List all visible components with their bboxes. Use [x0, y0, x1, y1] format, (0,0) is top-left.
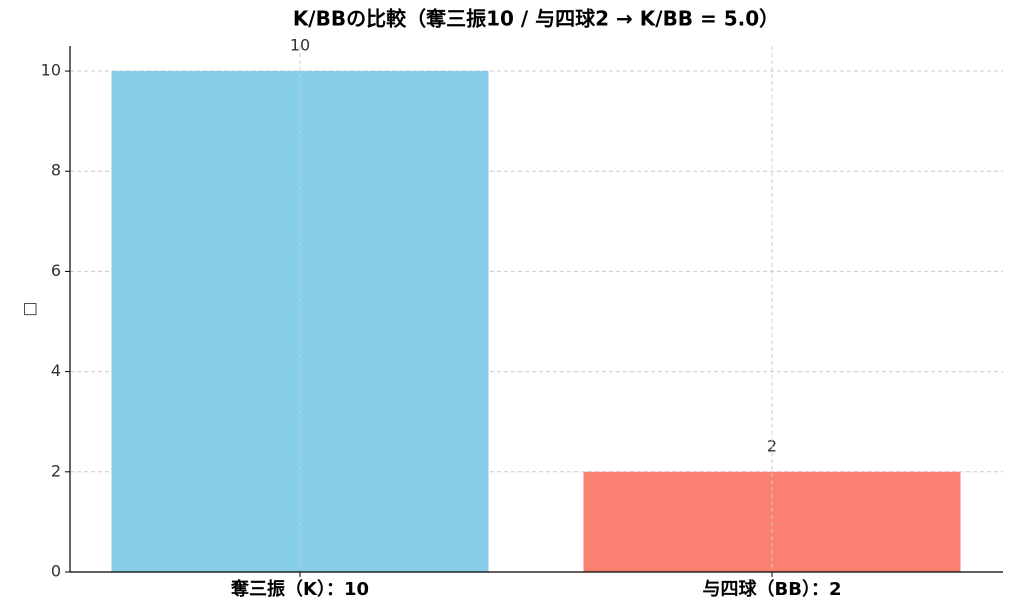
y-tick-label: 8 — [51, 161, 61, 180]
bar — [583, 471, 961, 572]
value-label: 10 — [290, 36, 310, 55]
y-tick-label: 4 — [51, 361, 61, 380]
chart-title: K/BBの比較（奪三振10 / 与四球2 → K/BB = 5.0） — [293, 7, 779, 31]
y-axis-label: □ — [20, 301, 39, 316]
y-tick-label: 6 — [51, 261, 61, 280]
y-tick-label: 2 — [51, 461, 61, 480]
x-tick-label: 奪三振（K）：10 — [230, 578, 369, 600]
x-tick-label: 与四球（BB）：2 — [703, 579, 842, 600]
y-tick-label: 0 — [51, 562, 61, 581]
y-tick-label: 10 — [41, 61, 61, 80]
